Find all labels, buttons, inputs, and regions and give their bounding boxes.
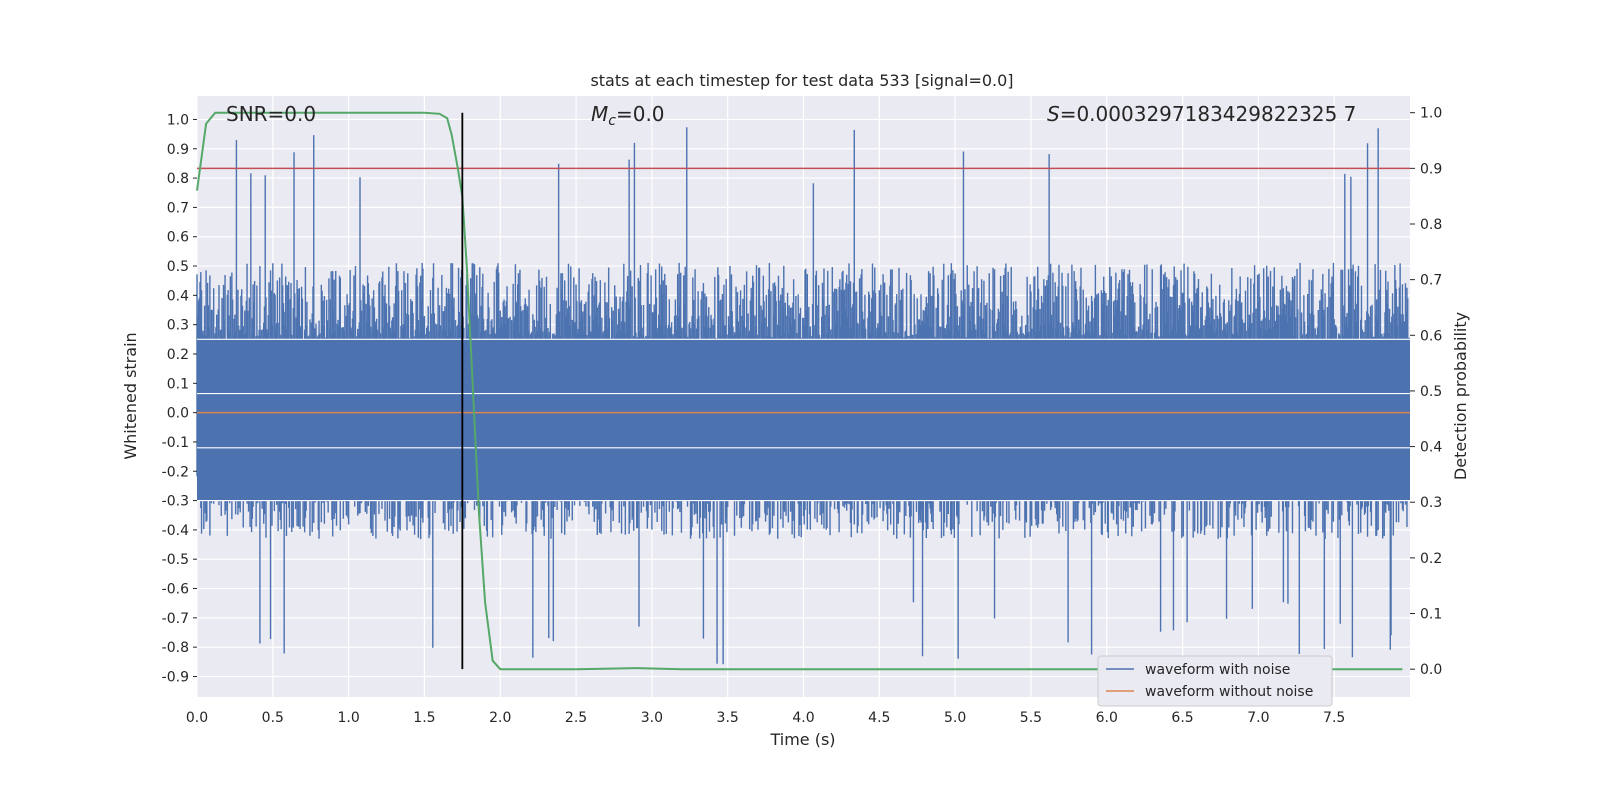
y-tick-label: -0.6 (162, 582, 189, 598)
legend-box (1097, 655, 1333, 707)
y-tick-label: -0.5 (162, 552, 189, 568)
y2-tick-label: 0.9 (1420, 161, 1442, 177)
x-tick-label: 1.5 (413, 710, 435, 726)
x-tick-label: 0.5 (262, 710, 284, 726)
x-axis-ticks: 0.0 0.5 1.0 1.5 2.0 2.5 3.0 3.5 4.0 4.5 5.0 5.5 6.0 6… (186, 710, 1345, 726)
x-tick-label: 6.5 (1171, 710, 1193, 726)
y-tick-label: 0.0 (167, 406, 189, 422)
y-tick-label: 0.4 (167, 288, 189, 304)
x-tick-label: 3.5 (717, 710, 739, 726)
chart-title: stats at each timestep for test data 533… (590, 71, 1013, 90)
y2-tick-label: 0.1 (1420, 607, 1442, 623)
y-tick-label: -0.8 (162, 640, 189, 656)
x-tick-label: 1.0 (337, 710, 359, 726)
y2-axis-ticks: 1.0 0.9 0.8 0.7 0.6 0.5 0.4 0.3 0.2 0.1 0.0 (1410, 106, 1442, 678)
score-symbol: S (1047, 102, 1060, 126)
y-tick-label: -0.4 (162, 523, 189, 539)
y2-tick-label: 0.7 (1420, 273, 1442, 289)
y-tick-label: -0.9 (162, 669, 189, 685)
x-tick-label: 4.0 (792, 710, 814, 726)
y-tick-label: 0.2 (167, 347, 189, 363)
x-tick-label: 2.0 (489, 710, 511, 726)
y-tick-label: 0.3 (167, 318, 189, 334)
y-tick-label: -0.2 (162, 464, 189, 480)
noise-dense-band (197, 342, 1410, 501)
x-axis-label: Time (s) (769, 730, 835, 749)
y2-tick-label: 0.6 (1420, 328, 1442, 344)
x-tick-label: 7.0 (1247, 710, 1269, 726)
y-tick-label: 1.0 (167, 112, 189, 128)
y-tick-label: 0.1 (167, 376, 189, 392)
detection-probability-line (196, 111, 1403, 671)
x-tick-label: 7.5 (1323, 710, 1345, 726)
score-value: =0.0003297183429822325 7 (1060, 102, 1357, 126)
x-tick-label: 3.0 (641, 710, 663, 726)
x-tick-label: 5.0 (944, 710, 966, 726)
y-tick-label: 0.6 (167, 230, 189, 246)
snr-annotation: SNR=0.0 (226, 102, 316, 126)
legend: waveform with noise waveform without noi… (1097, 655, 1333, 707)
y2-tick-label: 0.8 (1420, 217, 1442, 233)
y-tick-label: -0.3 (162, 494, 189, 510)
y2-tick-label: 0.0 (1420, 662, 1442, 678)
y-axis-ticks: 1.0 0.9 0.8 0.7 0.6 0.5 0.4 0.3 0.2 0.1 0.0 -0.1 -0.… (162, 112, 197, 685)
y2-tick-label: 0.5 (1420, 384, 1442, 400)
x-tick-label: 5.5 (1020, 710, 1042, 726)
chirp-mass-subscript: c (608, 113, 616, 129)
y-tick-label: 0.8 (167, 171, 189, 187)
chirp-mass-symbol: M (591, 102, 608, 126)
x-tick-label: 6.0 (1096, 710, 1118, 726)
x-tick-label: 2.5 (565, 710, 587, 726)
waveform-with-noise-series (196, 127, 1410, 665)
chirp-mass-value: =0.0 (616, 102, 665, 126)
y-tick-label: -0.1 (162, 435, 189, 451)
legend-label-clean: waveform without noise (1145, 684, 1313, 700)
y2-tick-label: 1.0 (1420, 106, 1442, 122)
y2-tick-label: 0.4 (1420, 440, 1442, 456)
y-tick-label: 0.9 (167, 142, 189, 158)
y-tick-label: 0.7 (167, 200, 189, 216)
legend-label-noise: waveform with noise (1145, 662, 1290, 678)
y-tick-label: -0.7 (162, 611, 189, 627)
x-tick-label: 0.0 (186, 710, 208, 726)
y-axis-label: Whitened strain (121, 332, 140, 459)
y-tick-label: 0.5 (167, 259, 189, 275)
chirp-mass-annotation: Mc=0.0 (591, 102, 665, 129)
y2-tick-label: 0.2 (1420, 551, 1442, 567)
score-annotation: S=0.0003297183429822325 7 (1047, 102, 1356, 126)
y2-tick-label: 0.3 (1420, 495, 1442, 511)
x-tick-label: 4.5 (868, 710, 890, 726)
y2-axis-label: Detection probability (1451, 312, 1470, 480)
